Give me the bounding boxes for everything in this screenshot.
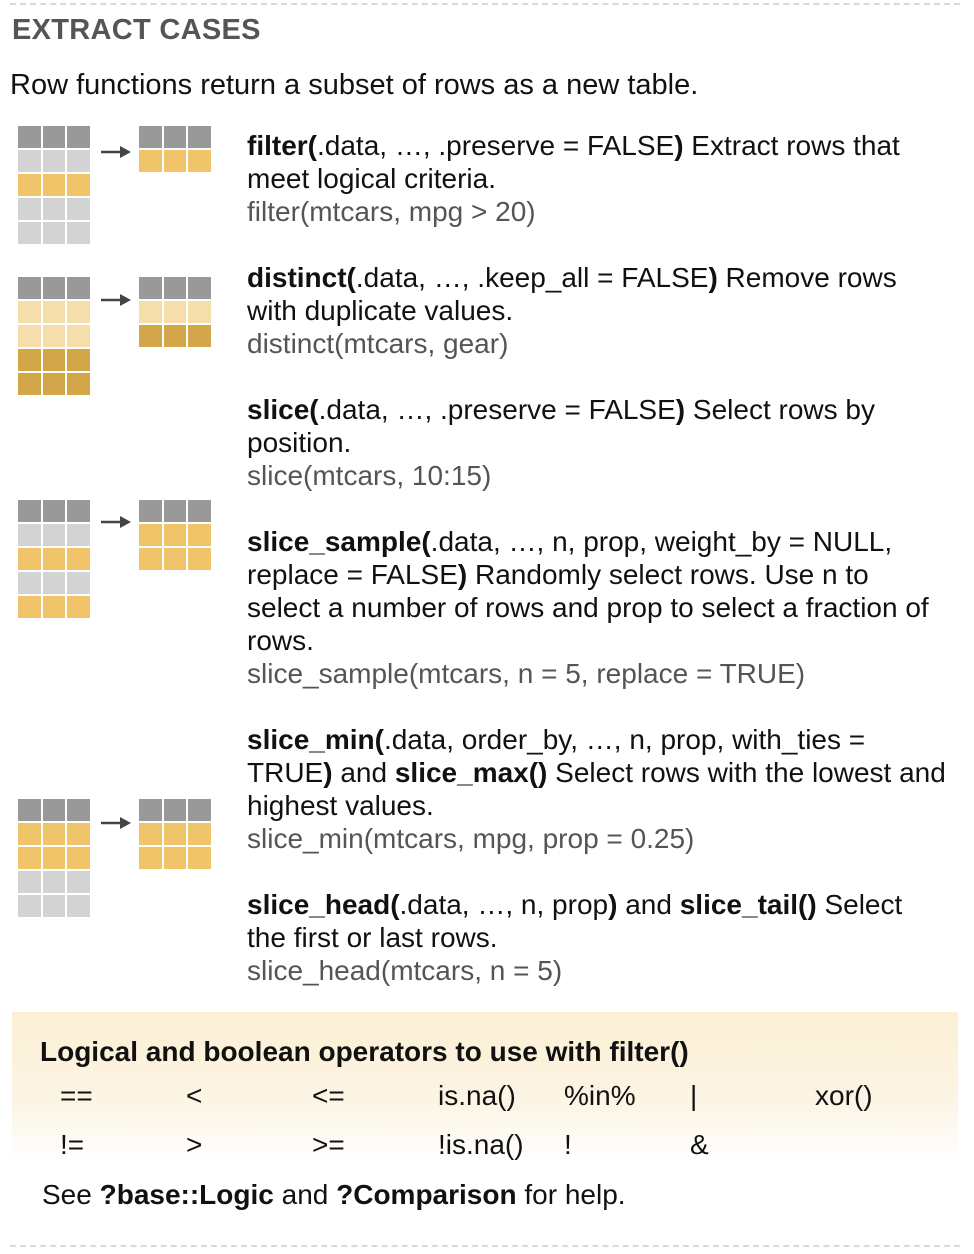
function-example: distinct(mtcars, gear) [247,328,509,359]
help-suffix: for help. [516,1179,626,1210]
function-close: ) [608,889,618,920]
input-table-icon [18,500,90,618]
function-example: slice_sample(mtcars, n = 5, replace = TR… [247,658,806,689]
function-description: Select rows by position. [247,394,875,458]
function-close: ) [708,262,718,293]
function-args: .data, …, n, prop, weight_by = NULL, rep… [247,526,893,590]
output-table-icon [139,277,211,347]
function-description: Select the first or last rows. [247,889,903,953]
operator: !is.na() [438,1129,524,1160]
arrow-right-icon [101,294,131,306]
filter-entry: filter(.data, …, .preserve = FALSE) Extr… [247,129,947,228]
operators-title: Logical and boolean operators to use wit… [40,1036,689,1067]
function-connector: and [332,757,395,788]
function-name: slice( [247,394,319,425]
function-args: .data, …, .keep_all = FALSE [355,262,709,293]
function-name: filter( [247,130,317,161]
arrow-right-icon [101,516,131,528]
operator: >= [312,1129,345,1160]
operator: ! [564,1129,572,1160]
output-table-icon [139,799,211,869]
function-name: distinct( [247,262,356,293]
function-args: .data, …, .preserve = FALSE [317,130,675,161]
function-example: filter(mtcars, mpg > 20) [247,196,536,227]
function-example: slice_head(mtcars, n = 5) [247,955,563,986]
function-example: slice_min(mtcars, mpg, prop = 0.25) [247,823,695,854]
operator: xor() [815,1080,873,1111]
help-logic-reference: ?base::Logic [99,1179,274,1210]
function-description: Extract rows that meet logical criteria. [247,130,900,194]
output-table-icon [139,500,211,570]
function-name: slice_sample( [247,526,431,557]
operator: < [186,1080,203,1111]
distinct-entry: distinct(.data, …, .keep_all = FALSE) Re… [247,261,947,360]
slice-sample-entry: slice_sample(.data, …, n, prop, weight_b… [247,525,947,690]
arrow-right-icon [101,146,131,158]
function-signature: slice(.data, …, .preserve = FALSE) Selec… [247,393,947,459]
function-description: Remove rows with duplicate values. [247,262,897,326]
operator: | [690,1080,698,1111]
operator: > [186,1129,203,1160]
function-args: .data, …, .preserve = FALSE [318,394,676,425]
input-table-icon [18,799,90,917]
output-table-icon [139,126,211,172]
help-comparison-reference: ?Comparison [336,1179,517,1210]
operator: %in% [564,1080,636,1111]
bottom-divider [10,1245,960,1247]
function-signature: slice_sample(.data, …, n, prop, weight_b… [247,525,947,657]
help-connector: and [273,1179,337,1210]
slice-min-entry: slice_min(.data, order_by, …, n, prop, w… [247,723,947,855]
function-name-secondary: slice_max() [394,757,548,788]
function-name-secondary: slice_tail() [679,889,817,920]
function-name: slice_min( [247,724,384,755]
function-example: slice(mtcars, 10:15) [247,460,492,491]
section-intro: Row functions return a subset of rows as… [10,69,699,101]
operators-panel [12,1012,958,1162]
function-close: ) [674,130,684,161]
function-name: slice_head( [247,889,400,920]
operator: & [690,1129,709,1160]
slice-entry: slice(.data, …, .preserve = FALSE) Selec… [247,393,947,492]
operator: is.na() [438,1080,516,1111]
function-close: ) [675,394,686,425]
function-close: ) [457,559,468,590]
function-signature: distinct(.data, …, .keep_all = FALSE) Re… [247,261,947,327]
input-table-icon [18,277,90,395]
function-args: .data, order_by, …, n, prop, with_ties =… [247,724,866,788]
function-signature: slice_head(.data, …, n, prop) and slice_… [247,888,947,954]
function-signature: filter(.data, …, .preserve = FALSE) Extr… [247,129,947,195]
input-table-icon [18,126,90,244]
arrow-right-icon [101,817,131,829]
operator: <= [312,1080,345,1111]
operators-help-text: See ?base::Logic and ?Comparison for hel… [42,1179,626,1211]
function-connector: and [617,889,680,920]
function-signature: slice_min(.data, order_by, …, n, prop, w… [247,723,947,822]
operator: != [60,1129,85,1160]
section-title: EXTRACT CASES [12,14,261,46]
function-args: .data, …, n, prop [399,889,609,920]
top-divider [10,3,960,5]
function-close: ) [323,757,333,788]
slice-head-entry: slice_head(.data, …, n, prop) and slice_… [247,888,947,987]
help-prefix: See [42,1179,100,1210]
function-description: Randomly select rows. Use n to select a … [247,559,929,656]
function-description: Select rows with the lowest and highest … [247,757,946,821]
operator: == [60,1080,93,1111]
